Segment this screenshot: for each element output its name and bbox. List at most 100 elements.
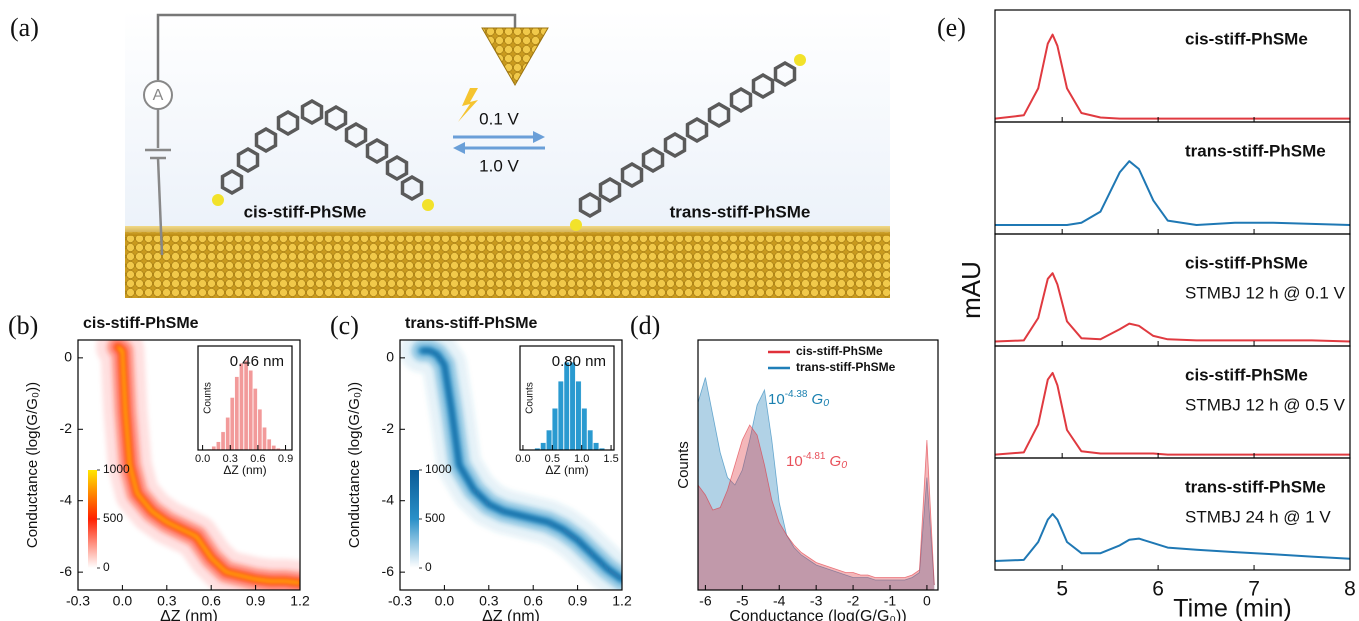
panel-label: (a) (10, 13, 39, 42)
x-tick-label: 1.2 (290, 593, 310, 609)
x-tick-label: 8 (1344, 578, 1356, 601)
colorbar-tick-label: 1000 (103, 462, 130, 476)
y-tick-label: -2 (60, 420, 73, 436)
y-tick-label: 0 (386, 349, 394, 365)
trace-name: cis-stiff-PhSMe (1185, 29, 1308, 48)
x-tick-label: 0.6 (523, 593, 543, 609)
x-tick-label: 0.3 (479, 593, 499, 609)
y-axis-label: mAU (956, 261, 986, 319)
panel-label: (e) (937, 13, 966, 42)
colorbar-tick-label: 0 (103, 560, 110, 574)
histogram-bar (588, 430, 593, 450)
diagram-a: (a) A 0.1 V 1.0 V cis-stiff-PhSMe trans-… (10, 10, 890, 298)
legend-label: trans-stiff-PhSMe (796, 360, 896, 374)
x-tick-label: 1.2 (612, 593, 632, 609)
y-tick-label: -6 (382, 563, 395, 579)
panel-label: (c) (330, 311, 359, 340)
trace-name: cis-stiff-PhSMe (1185, 365, 1308, 384)
x-tick-label: 1.5 (603, 453, 618, 465)
histogram-bar (230, 398, 234, 450)
y-tick-label: 0 (64, 349, 72, 365)
y-tick-label: -6 (60, 563, 73, 579)
annotation-unit: G₀ (829, 453, 847, 470)
x-tick-label: 0.0 (435, 593, 455, 609)
inset-x-label: ΔZ (nm) (545, 463, 588, 477)
histogram-bar (226, 417, 230, 450)
x-tick-label: 0.0 (113, 593, 133, 609)
histogram-bar (216, 442, 220, 450)
x-tick-label: -3 (810, 593, 823, 609)
x-tick-label: 5 (1056, 578, 1068, 601)
x-tick-label: 0.3 (157, 593, 177, 609)
annotation-exponent: -4.38 (785, 389, 808, 400)
x-tick-label: -6 (699, 593, 712, 609)
page: {"diagram": {"panel_label": "(a)", "amme… (0, 0, 1359, 621)
x-tick-label: -5 (736, 593, 749, 609)
ammeter-label: A (153, 87, 164, 104)
y-axis-label: Conductance (log(G/G₀)) (346, 382, 363, 548)
histogram-bar (558, 381, 563, 450)
x-axis-label: Conductance (log(G/G₀)) (729, 608, 906, 621)
histogram-bar (267, 439, 271, 450)
inset-y-label: Counts (525, 382, 536, 414)
y-axis-label: Counts (675, 441, 692, 489)
histogram-bar (235, 377, 239, 450)
panel-label: (b) (8, 311, 38, 340)
histogram-bar (576, 381, 581, 450)
x-tick-label: 6 (1152, 578, 1164, 601)
x-tick-label: -2 (847, 593, 860, 609)
y-tick-label: -4 (60, 491, 73, 507)
x-tick-label: 0.9 (246, 593, 266, 609)
x-tick-label: -0.3 (66, 593, 90, 609)
colorbar (410, 470, 419, 568)
inset-annotation: 0.80 nm (552, 353, 606, 370)
colorbar-tick-label: 500 (103, 511, 123, 525)
histogram-bar (221, 432, 225, 450)
plot-frame (995, 122, 1350, 234)
histogram-bar (258, 409, 262, 450)
trace-condition: STMBJ 12 h @ 0.1 V (1185, 283, 1346, 302)
x-axis-label: ΔZ (nm) (160, 608, 218, 621)
molecule-label: cis-stiff-PhSMe (244, 202, 367, 221)
legend-label: cis-stiff-PhSMe (796, 344, 883, 358)
trace-condition: STMBJ 12 h @ 0.5 V (1185, 395, 1346, 414)
x-tick-label: -1 (884, 593, 897, 609)
bias-label: 0.1 V (479, 109, 519, 128)
figure: (a) A 0.1 V 1.0 V cis-stiff-PhSMe trans-… (0, 0, 1359, 621)
colorbar-tick-label: 500 (425, 511, 445, 525)
x-tick-label: 0.9 (278, 453, 293, 465)
bias-label: 1.0 V (479, 156, 519, 175)
histogram-bar (593, 443, 598, 450)
trace-line (995, 161, 1350, 225)
histogram-bar (582, 408, 587, 450)
colorbar-tick-label: 0 (425, 560, 432, 574)
annotation-exponent: -4.81 (803, 451, 826, 462)
x-tick-label: 0 (923, 593, 931, 609)
histogram-bar (253, 389, 257, 450)
histogram-bar (564, 362, 569, 450)
x-tick-label: 0.9 (568, 593, 588, 609)
trace-name: trans-stiff-PhSMe (1185, 477, 1326, 496)
x-tick-label: 0.0 (195, 453, 210, 465)
histogram-bar (570, 362, 575, 450)
x-tick-label: 0.0 (515, 453, 530, 465)
inset-x-label: ΔZ (nm) (223, 463, 266, 477)
substrate-surface (125, 226, 890, 236)
y-tick-label: -2 (382, 420, 395, 436)
annotation-mantissa: 10 (786, 453, 803, 470)
histogram-bar (541, 443, 546, 450)
plot-frame (995, 10, 1350, 122)
histogram-bar (546, 430, 551, 450)
trace-name: cis-stiff-PhSMe (1185, 253, 1308, 272)
inset-annotation: 0.46 nm (230, 353, 284, 370)
histogram-bar (249, 370, 253, 450)
molecule-label: trans-stiff-PhSMe (670, 202, 811, 221)
trace-name: trans-stiff-PhSMe (1185, 141, 1326, 160)
gold-substrate (125, 232, 890, 298)
chart-title: trans-stiff-PhSMe (405, 315, 538, 332)
x-axis-label: ΔZ (nm) (482, 608, 540, 621)
chart-title: cis-stiff-PhSMe (83, 315, 199, 332)
histogram-bar (239, 363, 243, 450)
